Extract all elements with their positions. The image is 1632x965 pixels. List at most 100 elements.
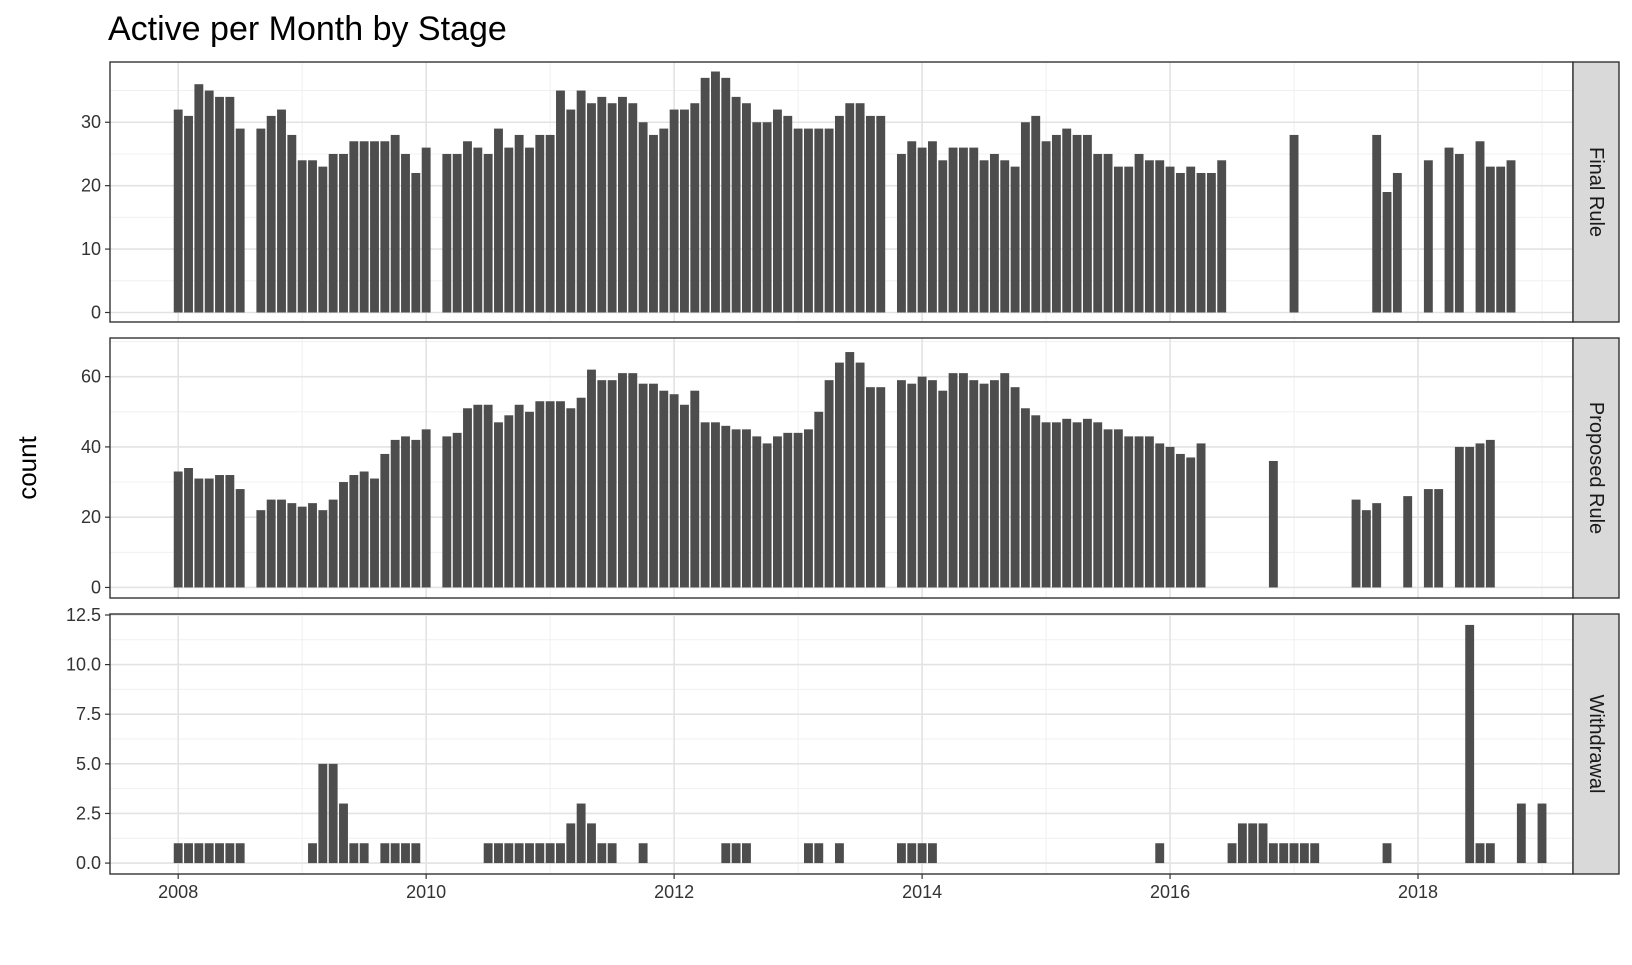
- bar: [380, 453, 390, 588]
- x-tick-label: 2014: [902, 882, 942, 902]
- bar: [266, 499, 276, 588]
- bar: [1000, 160, 1010, 313]
- bar: [390, 843, 400, 864]
- bar: [556, 401, 565, 588]
- bar: [1144, 436, 1154, 588]
- bar: [421, 429, 431, 588]
- bar: [390, 439, 400, 588]
- bar: [318, 510, 328, 588]
- bar: [328, 763, 338, 864]
- bar: [752, 436, 762, 588]
- bar: [380, 843, 390, 864]
- bar: [184, 115, 193, 313]
- bar: [525, 147, 534, 313]
- bar: [1372, 503, 1382, 588]
- bar: [649, 383, 658, 588]
- bar: [349, 843, 359, 864]
- bar: [1113, 166, 1123, 313]
- y-tick-label: 10: [81, 239, 101, 259]
- strip-background: [1572, 337, 1620, 599]
- y-tick-label: 60: [81, 367, 101, 387]
- bar: [525, 411, 534, 588]
- bar: [504, 147, 514, 313]
- bar: [504, 843, 514, 864]
- bar: [308, 843, 317, 864]
- panel-proposed-rule: 0 20 40 60 Proposed Rule: [81, 337, 1620, 599]
- bar: [711, 422, 720, 588]
- y-tick-label: 30: [81, 112, 101, 132]
- bar: [1124, 166, 1134, 313]
- strip-background: [1572, 613, 1620, 875]
- bar: [1485, 843, 1495, 864]
- bar: [1144, 160, 1154, 313]
- bar: [1268, 843, 1278, 864]
- bar: [834, 843, 844, 864]
- bar: [308, 160, 317, 313]
- strip-background: [1572, 61, 1620, 323]
- bar: [1237, 823, 1247, 864]
- bar: [1403, 496, 1413, 588]
- bar: [855, 362, 865, 588]
- bar: [514, 404, 524, 588]
- bar: [545, 843, 555, 864]
- bar: [1155, 443, 1165, 588]
- bar: [587, 369, 596, 588]
- bar: [618, 96, 627, 313]
- bar: [721, 77, 731, 313]
- bar: [411, 172, 421, 313]
- bar: [1051, 422, 1061, 588]
- bar: [266, 115, 276, 313]
- bar: [1516, 803, 1526, 864]
- strip-label: Final Rule: [1585, 147, 1607, 237]
- y-tick-label: 5.0: [76, 754, 101, 774]
- bar: [1310, 843, 1320, 864]
- bar: [824, 128, 834, 313]
- bar: [711, 71, 720, 313]
- bar: [865, 387, 875, 588]
- bar: [989, 380, 999, 588]
- bar: [225, 843, 235, 864]
- bar: [638, 383, 648, 588]
- bar: [587, 823, 596, 864]
- bar: [1072, 422, 1082, 588]
- bar: [1134, 153, 1144, 313]
- bar: [194, 84, 204, 313]
- bar: [731, 429, 741, 588]
- bar: [256, 510, 266, 588]
- bar: [235, 843, 245, 864]
- bar: [452, 153, 462, 313]
- bar: [235, 489, 245, 588]
- panel-withdrawal: 0.0 2.5 5.0 7.5 10.0 12.5 Withdrawal: [66, 605, 1620, 875]
- bar: [1496, 166, 1506, 313]
- bar: [1382, 843, 1392, 864]
- bar: [814, 128, 824, 313]
- bar: [483, 153, 493, 313]
- bar: [1010, 166, 1020, 313]
- bar: [1227, 843, 1237, 864]
- bar: [1134, 436, 1144, 588]
- bar: [1279, 843, 1289, 864]
- bar: [638, 122, 648, 313]
- bar: [917, 843, 927, 864]
- y-tick-label: 2.5: [76, 803, 101, 823]
- bar: [308, 503, 317, 588]
- bar: [566, 823, 576, 864]
- bar: [328, 499, 338, 588]
- panel-final-rule: 0 10 20 30 Final Rule: [81, 61, 1620, 323]
- bar: [421, 147, 431, 313]
- bar: [1186, 457, 1196, 588]
- bar: [556, 90, 565, 313]
- bar: [1485, 439, 1495, 588]
- bar: [535, 843, 545, 864]
- bar: [804, 429, 813, 588]
- bar: [1175, 453, 1185, 588]
- bar: [1454, 446, 1464, 588]
- strip-label: Withdrawal: [1585, 695, 1607, 794]
- bar: [680, 109, 689, 313]
- bar: [607, 103, 617, 313]
- bar: [1465, 624, 1475, 864]
- bar: [1124, 436, 1134, 588]
- bar: [958, 147, 968, 313]
- bar: [1268, 460, 1278, 588]
- bar: [359, 843, 369, 864]
